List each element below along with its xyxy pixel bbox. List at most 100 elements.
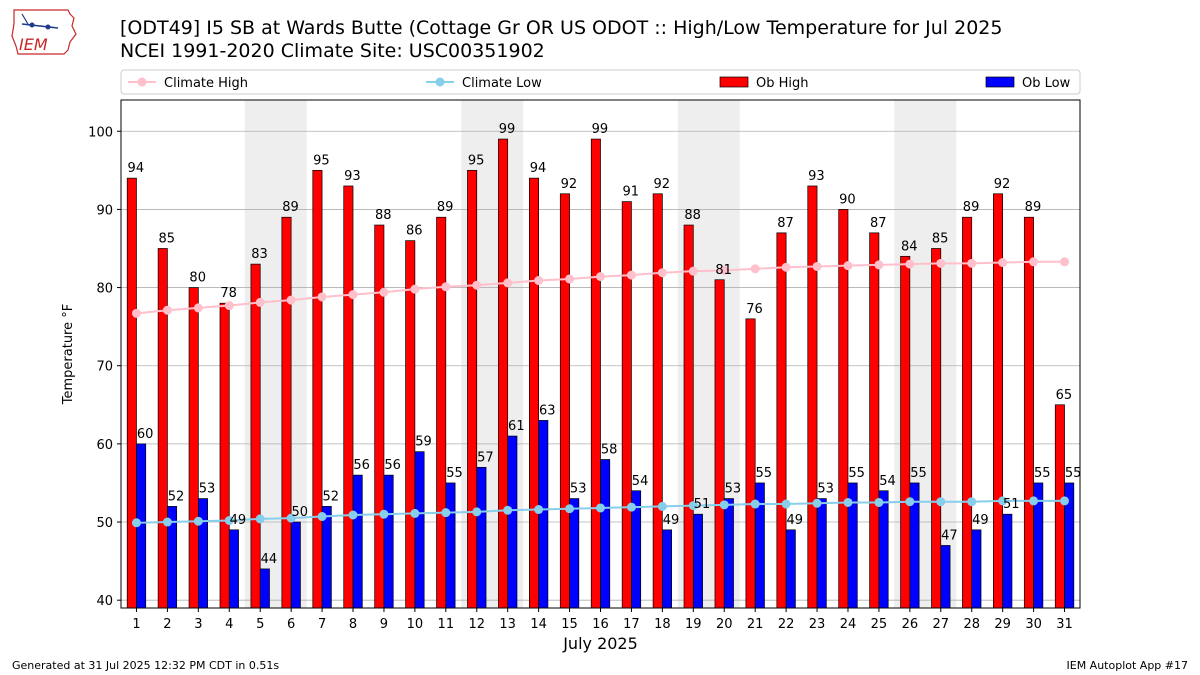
climate-low-point: [410, 508, 420, 518]
ob-low-label: 49: [230, 513, 247, 528]
x-tick-label: 27: [933, 617, 950, 632]
climate-high-point: [441, 282, 451, 292]
ob-high-bar: [590, 138, 601, 609]
ob-low-label: 51: [1003, 497, 1020, 512]
climate-low-point: [379, 509, 389, 519]
ob-high-label: 76: [746, 302, 763, 317]
ob-high-bar: [776, 232, 787, 609]
climate-high-point: [874, 260, 884, 270]
climate-high-point: [162, 305, 172, 315]
ob-low-label: 53: [570, 482, 587, 497]
ob-low-label: 54: [632, 474, 649, 489]
ob-high-bar: [281, 216, 292, 609]
legend-label: Ob Low: [1022, 76, 1071, 91]
x-tick-label: 1: [132, 617, 140, 632]
ob-low-label: 51: [694, 497, 711, 512]
ob-high-label: 92: [561, 177, 578, 192]
ob-high-label: 92: [994, 177, 1011, 192]
climate-high-point: [131, 308, 141, 318]
ob-high-bar: [188, 287, 199, 609]
ob-low-label: 47: [941, 528, 958, 543]
ob-low-bar: [940, 545, 951, 609]
ob-high-label: 85: [932, 231, 949, 246]
x-tick-label: 22: [778, 617, 795, 632]
climate-lines: [131, 257, 1070, 528]
ob-high-bar: [126, 177, 137, 609]
ob-low-label: 53: [199, 482, 216, 497]
climate-high-point: [503, 278, 513, 288]
ob-high-bar: [312, 169, 323, 609]
chart-title: [ODT49] I5 SB at Wards Butte (Cottage Gr…: [120, 17, 1003, 39]
climate-low-point: [596, 503, 605, 513]
climate-low-point: [874, 497, 884, 507]
climate-low-point: [967, 497, 977, 507]
y-tick-label: 90: [96, 203, 113, 218]
x-tick-label: 28: [963, 617, 980, 632]
climate-high-point: [410, 284, 420, 294]
y-tick-label: 60: [96, 438, 113, 453]
ob-low-label: 56: [384, 458, 401, 473]
ob-low-label: 52: [322, 489, 339, 504]
climate-low-point: [286, 513, 296, 523]
climate-low-point: [565, 504, 575, 514]
ob-high-label: 95: [313, 153, 330, 168]
ob-low-bar: [507, 435, 518, 609]
climate-high-point: [193, 303, 203, 313]
app-credit: IEM Autoplot App #17: [1066, 659, 1189, 672]
ob-low-label: 55: [848, 466, 865, 481]
ob-low-label: 52: [168, 489, 185, 504]
climate-low-point: [348, 510, 358, 520]
legend-bar-swatch: [719, 76, 749, 88]
climate-low-point: [317, 512, 327, 522]
ob-high-label: 91: [623, 185, 640, 200]
ob-low-label: 55: [756, 466, 773, 481]
climate-low-point: [998, 496, 1008, 506]
logo-text: IEM: [19, 35, 48, 54]
ob-high-label: 87: [777, 216, 794, 231]
climate-high-point: [905, 259, 915, 269]
x-tick-label: 29: [994, 617, 1011, 632]
climate-high-point: [750, 264, 760, 274]
climate-high-point: [843, 261, 853, 271]
legend-label: Climate Low: [462, 76, 542, 91]
x-tick-label: 5: [256, 617, 264, 632]
ob-low-label: 53: [817, 482, 834, 497]
x-tick-label: 21: [747, 617, 764, 632]
x-tick-label: 30: [1025, 617, 1042, 632]
ob-low-bar: [228, 529, 239, 609]
climate-low-point: [503, 505, 513, 515]
generated-note: Generated at 31 Jul 2025 12:32 PM CDT in…: [12, 659, 280, 672]
ob-low-label: 63: [539, 403, 556, 418]
ob-low-bar: [383, 474, 394, 609]
climate-high-point: [688, 266, 698, 276]
ob-high-bar: [683, 224, 694, 609]
ob-low-label: 59: [415, 435, 432, 450]
ob-low-label: 53: [725, 482, 742, 497]
ob-low-bar: [692, 513, 703, 609]
ob-high-bar: [807, 185, 818, 609]
climate-low-point: [162, 517, 172, 527]
climate-high-point: [936, 258, 946, 268]
ob-low-label: 50: [292, 505, 309, 520]
ob-high-bar: [559, 193, 570, 609]
climate-high-point: [565, 274, 575, 284]
ob-low-label: 54: [879, 474, 896, 489]
ob-high-label: 88: [375, 208, 392, 223]
x-tick-label: 24: [840, 617, 857, 632]
ob-high-bar: [157, 248, 168, 609]
ob-low-label: 49: [972, 513, 989, 528]
x-tick-label: 19: [685, 617, 702, 632]
x-tick-label: 7: [318, 617, 326, 632]
x-tick-label: 20: [716, 617, 733, 632]
ob-high-label: 65: [1056, 388, 1073, 403]
ob-low-label: 57: [477, 450, 494, 465]
x-tick-label: 6: [287, 617, 295, 632]
climate-low-point: [224, 515, 234, 525]
ob-low-bar: [321, 506, 332, 609]
x-tick-label: 18: [654, 617, 671, 632]
chart-subtitle: NCEI 1991-2020 Climate Site: USC00351902: [120, 40, 545, 62]
ob-high-label: 85: [158, 231, 175, 246]
ob-high-label: 81: [715, 263, 732, 278]
